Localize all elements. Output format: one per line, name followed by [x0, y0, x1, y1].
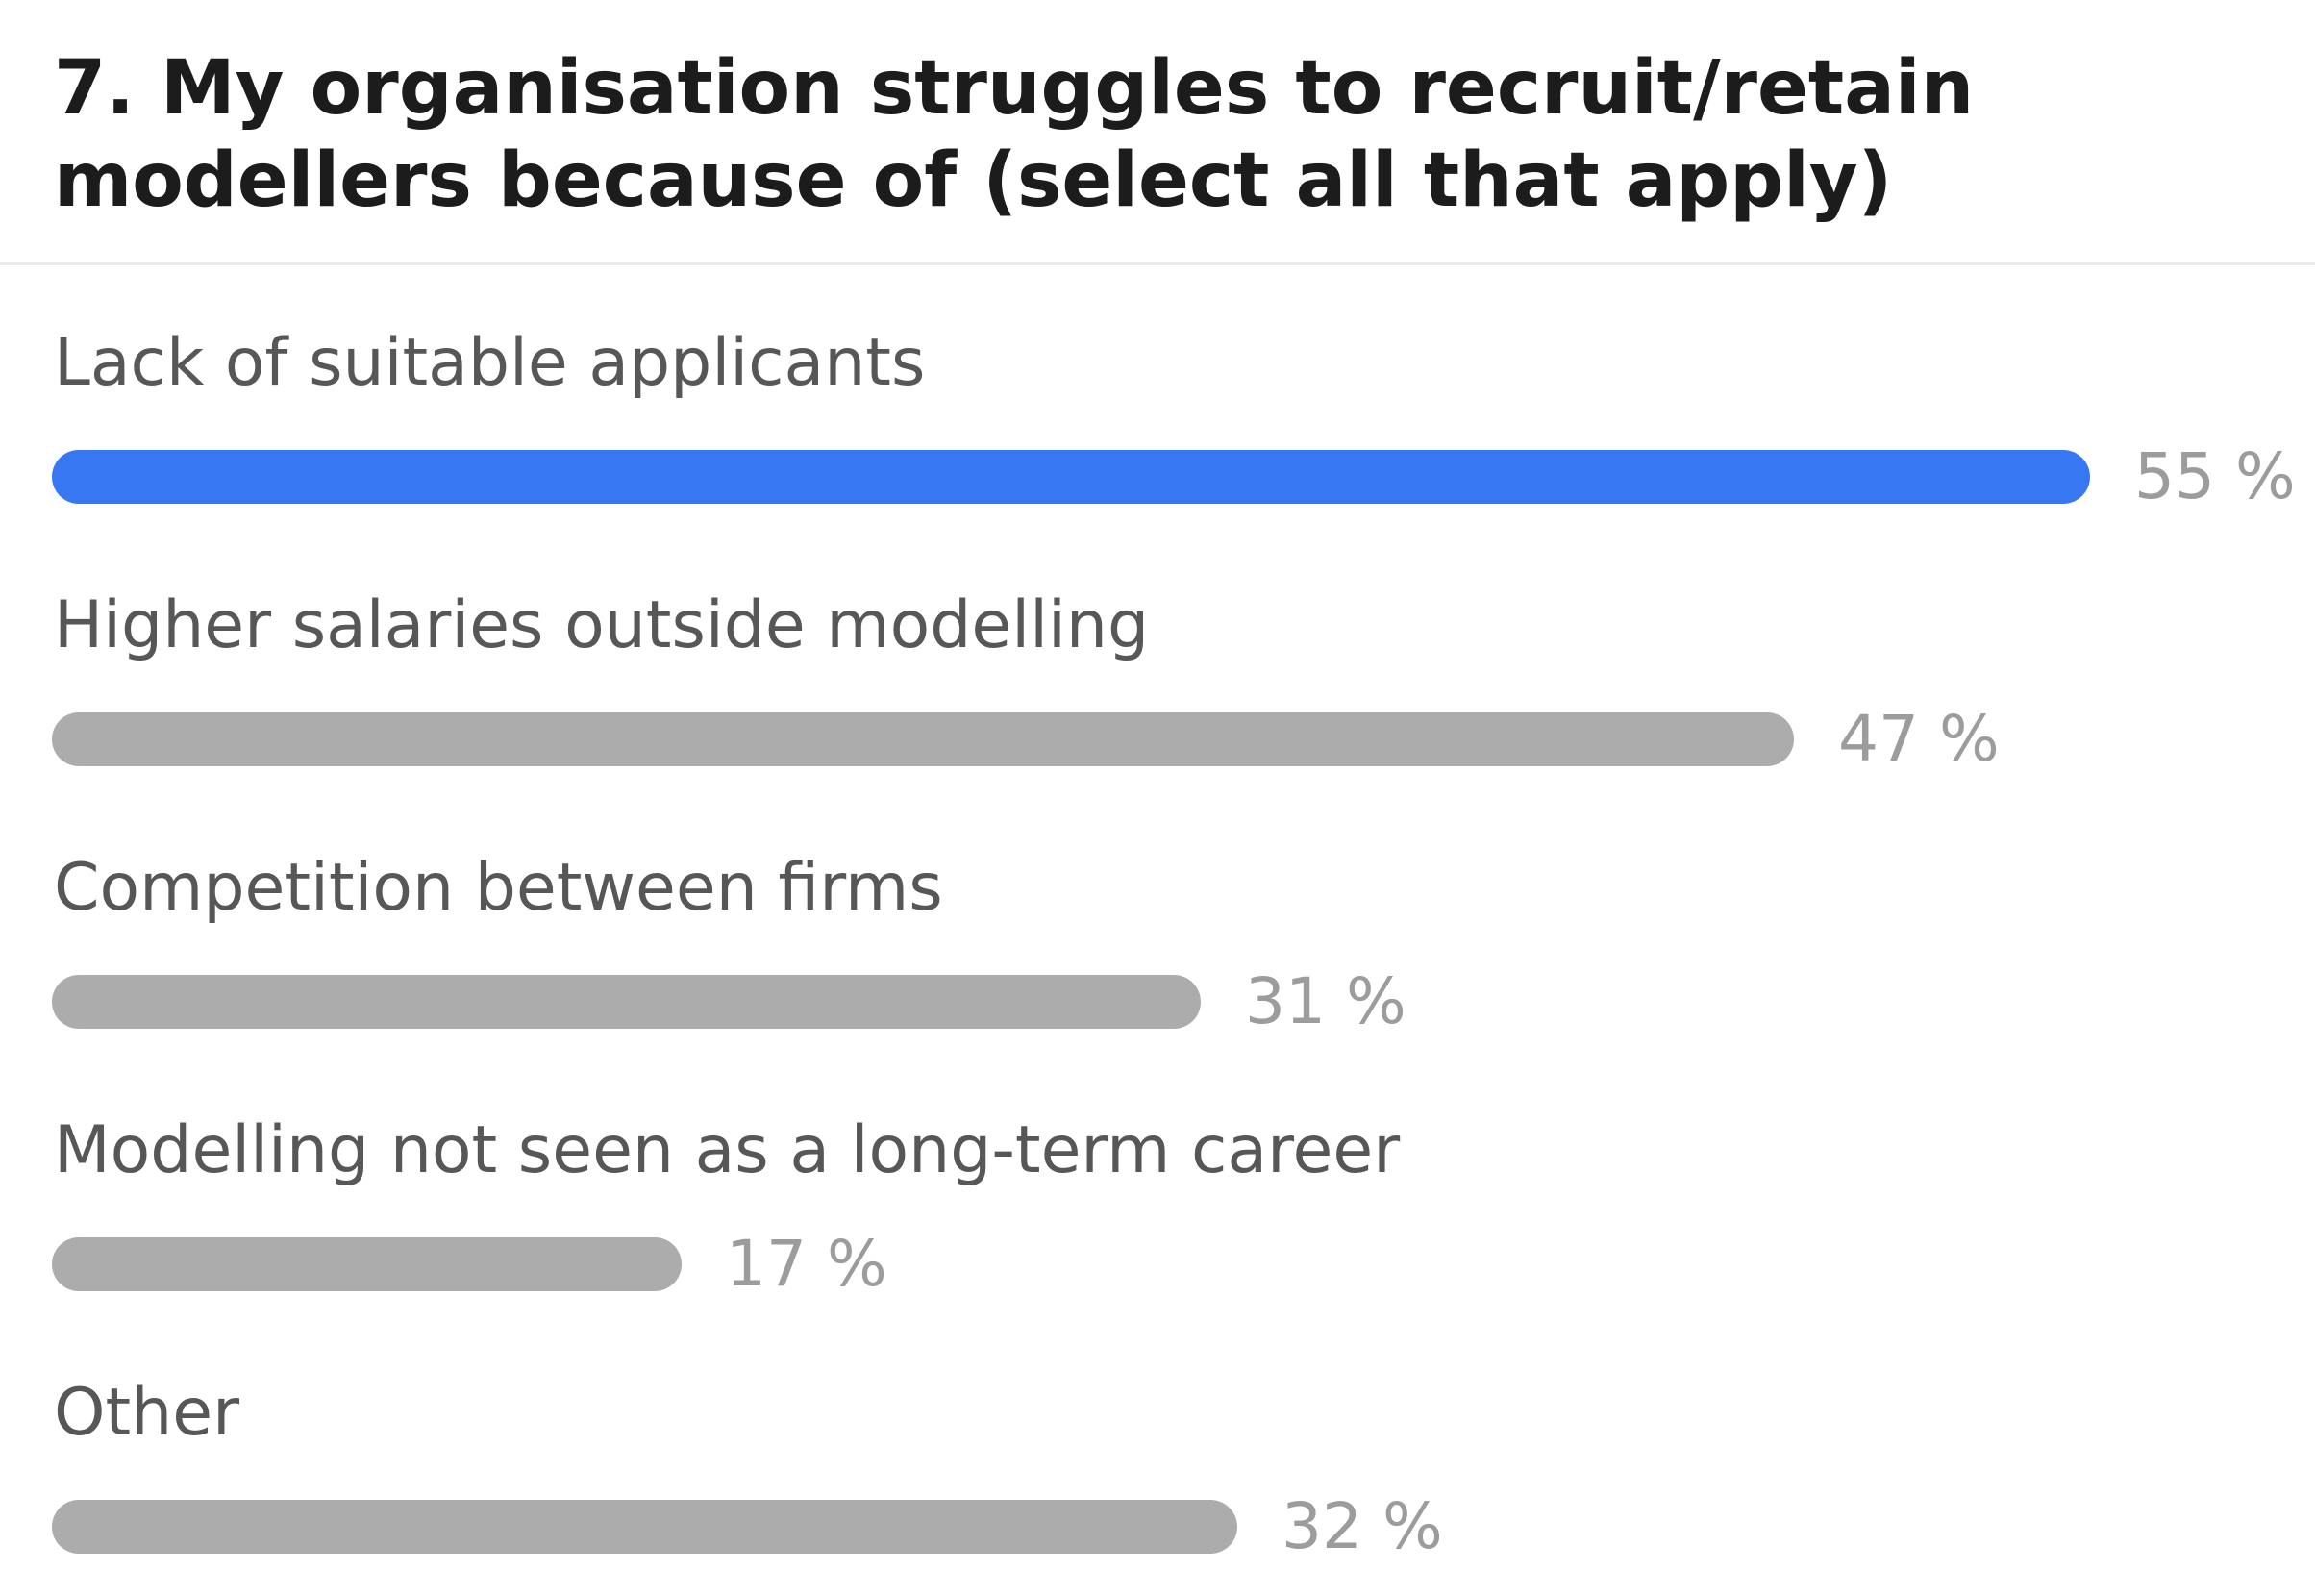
- bar-track: [52, 1500, 2090, 1554]
- poll-results-chart: Lack of suitable applicants 55 % Higher sa…: [0, 265, 2315, 1596]
- bar: [52, 1237, 682, 1291]
- bar-track: [52, 975, 2090, 1029]
- result-row: Lack of suitable applicants 55 %: [0, 265, 2315, 528]
- bar: [52, 1500, 1237, 1554]
- percent-label: 47 %: [1838, 702, 2000, 776]
- result-row: Higher salaries outside modelling 47 %: [0, 528, 2315, 790]
- result-row: Modelling not seen as a long-term career…: [0, 1053, 2315, 1315]
- bar: [52, 712, 1794, 766]
- option-label: Other: [54, 1375, 240, 1451]
- question-header: 7. My organisation struggles to recruit/…: [0, 0, 2315, 265]
- question-title: 7. My organisation struggles to recruit/…: [54, 45, 1975, 224]
- option-label: Lack of suitable applicants: [54, 325, 926, 401]
- percent-label: 32 %: [1282, 1489, 1443, 1563]
- percent-label: 17 %: [726, 1227, 887, 1301]
- bar: [52, 975, 1201, 1029]
- bar-track: [52, 1237, 2090, 1291]
- bar-track: [52, 712, 2090, 766]
- bar: [52, 450, 2090, 504]
- percent-label: 55 %: [2134, 439, 2296, 513]
- option-label: Higher salaries outside modelling: [54, 587, 1150, 663]
- percent-label: 31 %: [1245, 964, 1406, 1038]
- bar-track: [52, 450, 2090, 504]
- result-row: Other 32 %: [0, 1315, 2315, 1578]
- option-label: Competition between firms: [54, 850, 943, 926]
- option-label: Modelling not seen as a long-term career: [54, 1112, 1401, 1188]
- result-row: Competition between firms 31 %: [0, 790, 2315, 1053]
